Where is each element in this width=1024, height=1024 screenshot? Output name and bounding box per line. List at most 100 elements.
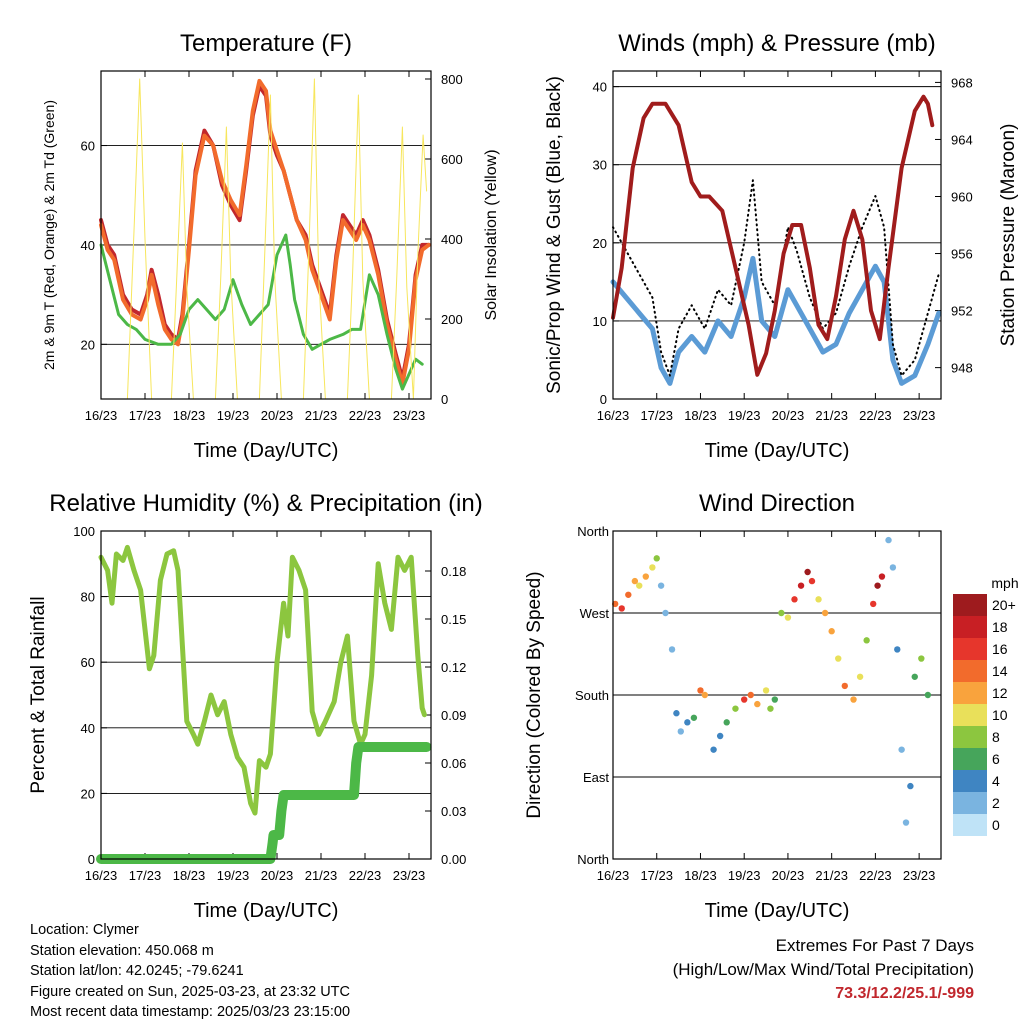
- direction-point: [804, 568, 811, 576]
- series-9m-t: [99, 78, 431, 387]
- direction-point: [673, 710, 680, 717]
- x-axis-label: Time (Day/UTC): [194, 440, 339, 462]
- x-tick-label: 16/23: [85, 868, 118, 883]
- recent-timestamp: Most recent data timestamp: 2025/03/23 2…: [30, 1004, 351, 1020]
- legend-label: 10: [992, 707, 1008, 723]
- y2-tick-label: 400: [441, 232, 463, 247]
- x-tick-label: 21/23: [305, 868, 338, 883]
- chart-title: Temperature (F): [180, 30, 352, 57]
- direction-point: [821, 609, 829, 617]
- direction-point: [710, 746, 717, 753]
- x-tick-label: 22/23: [349, 868, 382, 883]
- x-tick-label: 23/23: [393, 868, 426, 883]
- direction-point: [636, 582, 643, 589]
- legend-label: 6: [992, 751, 1000, 767]
- direction-point: [668, 646, 676, 653]
- station-location: Location: Clymer: [30, 922, 139, 938]
- y-tick-label: 20: [593, 236, 607, 251]
- direction-point: [747, 691, 754, 699]
- direction-point: [771, 696, 779, 703]
- y-tick-label: West: [580, 606, 610, 621]
- legend-label: 4: [992, 773, 1000, 789]
- extremes-values: 73.3/12.2/25.1/-999: [835, 985, 974, 1002]
- legend-swatch: [953, 748, 987, 770]
- series-solar-insolation: [126, 78, 428, 400]
- y-tick-label: 80: [81, 590, 95, 605]
- direction-point: [815, 596, 822, 603]
- series-relative-humidity: [98, 544, 427, 816]
- y-tick-label: North: [577, 524, 609, 539]
- y2-tick-label: 0.06: [441, 756, 466, 771]
- legend-swatch: [953, 638, 987, 660]
- direction-point: [778, 609, 785, 617]
- series-station-pressure: [611, 94, 935, 377]
- direction-point: [653, 555, 660, 562]
- y-axis-label: Direction (Colored By Speed): [524, 571, 545, 818]
- y2-tick-label: 960: [951, 189, 973, 204]
- direction-point: [918, 655, 925, 662]
- y2-tick-label: 0.09: [441, 708, 466, 723]
- x-tick-label: 16/23: [597, 868, 630, 883]
- x-tick-label: 19/23: [728, 868, 761, 883]
- extremes-subheading: (High/Low/Max Wind/Total Precipitation): [672, 960, 974, 979]
- x-tick-label: 17/23: [640, 408, 673, 423]
- direction-point: [625, 591, 632, 598]
- direction-point: [754, 700, 761, 708]
- y-tick-label: 100: [73, 524, 95, 539]
- speed-legend: mph 20+ 18 16 14 12 10 8 6 4 2 0: [953, 575, 1019, 836]
- x-tick-label: 21/23: [815, 408, 848, 423]
- direction-point: [835, 655, 842, 662]
- legend-label: 2: [992, 795, 1000, 811]
- x-tick-label: 18/23: [684, 868, 717, 883]
- y-tick-label: 0: [88, 852, 95, 867]
- y-tick-label: 20: [81, 337, 95, 352]
- legend-swatch: [953, 770, 987, 792]
- direction-point: [797, 582, 805, 589]
- direction-point: [911, 673, 918, 680]
- y-tick-label: 60: [81, 655, 95, 670]
- direction-point: [870, 600, 877, 608]
- direction-point: [885, 536, 892, 544]
- series-wind: [610, 255, 942, 386]
- y2-tick-label: 0.18: [441, 564, 466, 579]
- y-tick-label: 0: [600, 392, 607, 407]
- series-total-rainfall: [96, 742, 432, 864]
- direction-point: [741, 696, 748, 703]
- chart-title: Relative Humidity (%) & Precipitation (i…: [49, 490, 482, 517]
- y-tick-label: 60: [81, 139, 95, 154]
- station-info: Location: Clymer Station elevation: 450.…: [30, 920, 350, 1023]
- legend-swatch: [953, 594, 987, 616]
- direction-point: [684, 719, 691, 726]
- x-tick-label: 23/23: [393, 408, 426, 423]
- y-tick-label: 20: [81, 786, 95, 801]
- y-tick-label: 10: [593, 314, 607, 329]
- legend-swatch: [953, 616, 987, 638]
- direction-point: [631, 577, 639, 585]
- x-tick-label: 17/23: [129, 868, 162, 883]
- y-tick-label: 30: [593, 158, 607, 173]
- y2-tick-label: 952: [951, 304, 973, 319]
- x-tick-label: 18/23: [173, 868, 206, 883]
- direction-point: [784, 614, 792, 621]
- y2-tick-label: 0.12: [441, 660, 466, 675]
- y-tick-label: South: [575, 688, 609, 703]
- legend-label: 18: [992, 619, 1008, 635]
- legend-title: mph: [991, 575, 1018, 591]
- legend-swatch: [953, 682, 987, 704]
- direction-point: [874, 582, 881, 589]
- x-tick-label: 18/23: [173, 408, 206, 423]
- legend-swatch: [953, 704, 987, 726]
- plot-frame: [612, 530, 942, 860]
- legend-label: 12: [992, 685, 1008, 701]
- legend-swatch: [953, 792, 987, 814]
- direction-point: [690, 714, 698, 721]
- y2-tick-label: 200: [441, 312, 463, 327]
- chart-title: Winds (mph) & Pressure (mb): [618, 30, 935, 57]
- y-axis-label: 2m & 9m T (Red, Orange) & 2m Td (Green): [41, 100, 57, 370]
- x-axis-label: Time (Day/UTC): [705, 440, 850, 462]
- panel-2: Relative Humidity (%) & Precipitation (i…: [28, 490, 483, 922]
- direction-point: [791, 596, 798, 603]
- plot-frame: [100, 530, 432, 860]
